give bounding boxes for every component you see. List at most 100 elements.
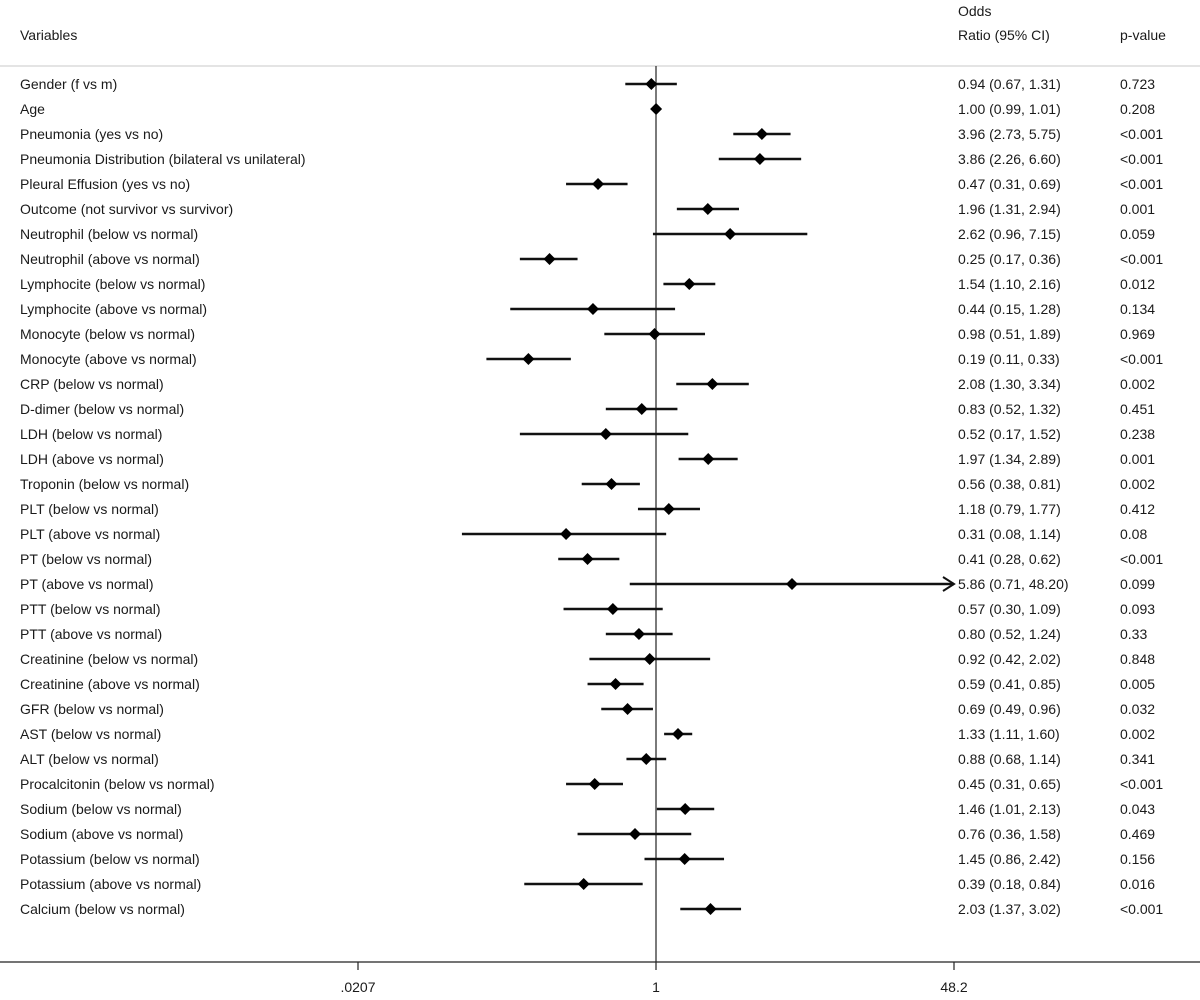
row-pvalue: <0.001 [1120, 551, 1163, 567]
row-or-ci: 0.52 (0.17, 1.52) [958, 426, 1061, 442]
row-pvalue: 0.208 [1120, 101, 1155, 117]
row-pvalue: 0.33 [1120, 626, 1147, 642]
row-or-ci: 1.33 (1.11, 1.60) [958, 726, 1060, 742]
or-point [628, 828, 641, 840]
row-or-ci: 1.96 (1.31, 2.94) [958, 201, 1061, 217]
row-label: Neutrophil (below vs normal) [20, 226, 198, 242]
row-pvalue: 0.002 [1120, 726, 1155, 742]
row-label: ALT (below vs normal) [20, 751, 159, 767]
row-label: Sodium (below vs normal) [20, 801, 182, 817]
row-pvalue: 0.099 [1120, 576, 1155, 592]
row-pvalue: <0.001 [1120, 776, 1163, 792]
row-or-ci: 0.45 (0.31, 0.65) [958, 776, 1061, 792]
row-pvalue: <0.001 [1120, 351, 1163, 367]
row-label: PLT (below vs normal) [20, 501, 159, 517]
x-tick-label-one: 1 [652, 979, 660, 995]
row-or-ci: 0.47 (0.31, 0.69) [958, 176, 1061, 192]
row-label: Troponin (below vs normal) [20, 476, 189, 492]
or-point [592, 178, 605, 190]
row-or-ci: 1.00 (0.99, 1.01) [958, 101, 1061, 117]
row-or-ci: 0.25 (0.17, 0.36) [958, 251, 1061, 267]
row-pvalue: 0.469 [1120, 826, 1155, 842]
or-point [581, 553, 594, 565]
row-label: Sodium (above vs normal) [20, 826, 183, 842]
row-pvalue: <0.001 [1120, 251, 1163, 267]
row-label: Potassium (above vs normal) [20, 876, 201, 892]
row-label: CRP (below vs normal) [20, 376, 164, 392]
row-or-ci: 0.94 (0.67, 1.31) [958, 76, 1061, 92]
row-label: PTT (above vs normal) [20, 626, 162, 642]
row-or-ci: 0.19 (0.11, 0.33) [958, 351, 1060, 367]
row-label: Monocyte (above vs normal) [20, 351, 197, 367]
row-label: Pleural Effusion (yes vs no) [20, 176, 190, 192]
row-pvalue: <0.001 [1120, 151, 1163, 167]
row-label: Calcium (below vs normal) [20, 901, 185, 917]
or-point [702, 453, 715, 465]
row-label: Outcome (not survivor vs survivor) [20, 201, 233, 217]
row-label: D-dimer (below vs normal) [20, 401, 184, 417]
row-label: Creatinine (above vs normal) [20, 676, 200, 692]
row-or-ci: 0.44 (0.15, 1.28) [958, 301, 1061, 317]
or-point [609, 678, 622, 690]
header-odds: Odds [958, 3, 991, 19]
row-or-ci: 0.69 (0.49, 0.96) [958, 701, 1061, 717]
or-point [635, 403, 648, 415]
or-point [606, 603, 619, 615]
row-pvalue: 0.093 [1120, 601, 1155, 617]
row-pvalue: <0.001 [1120, 126, 1163, 142]
row-pvalue: 0.341 [1120, 751, 1155, 767]
or-point [704, 903, 717, 915]
or-point [786, 578, 799, 590]
row-label: Lymphocite (above vs normal) [20, 301, 207, 317]
row-or-ci: 0.80 (0.52, 1.24) [958, 626, 1061, 642]
row-label: Age [20, 101, 45, 117]
row-or-ci: 1.45 (0.86, 2.42) [958, 851, 1061, 867]
or-point [706, 378, 719, 390]
header-variables: Variables [20, 27, 77, 43]
row-label: Creatinine (below vs normal) [20, 651, 198, 667]
row-pvalue: 0.002 [1120, 376, 1155, 392]
or-point [632, 628, 645, 640]
or-point [621, 703, 634, 715]
or-point [662, 503, 675, 515]
row-or-ci: 0.56 (0.38, 0.81) [958, 476, 1061, 492]
row-or-ci: 0.88 (0.68, 1.14) [958, 751, 1061, 767]
or-point [648, 328, 661, 340]
row-pvalue: 0.043 [1120, 801, 1155, 817]
row-pvalue: 0.059 [1120, 226, 1155, 242]
row-or-ci: 0.57 (0.30, 1.09) [958, 601, 1061, 617]
header-ratio-ci: Ratio (95% CI) [958, 27, 1050, 43]
or-point [640, 753, 653, 765]
row-or-ci: 2.62 (0.96, 7.15) [958, 226, 1061, 242]
row-label: LDH (below vs normal) [20, 426, 162, 442]
row-pvalue: 0.002 [1120, 476, 1155, 492]
row-label: PT (below vs normal) [20, 551, 152, 567]
row-label: Pneumonia Distribution (bilateral vs uni… [20, 151, 306, 167]
row-or-ci: 1.46 (1.01, 2.13) [958, 801, 1061, 817]
or-point [577, 878, 590, 890]
row-or-ci: 3.86 (2.26, 6.60) [958, 151, 1061, 167]
row-or-ci: 0.83 (0.52, 1.32) [958, 401, 1061, 417]
row-pvalue: 0.032 [1120, 701, 1155, 717]
row-label: GFR (below vs normal) [20, 701, 164, 717]
row-or-ci: 2.03 (1.37, 3.02) [958, 901, 1061, 917]
row-pvalue: 0.723 [1120, 76, 1155, 92]
row-pvalue: 0.08 [1120, 526, 1147, 542]
or-point [645, 78, 658, 90]
or-point [560, 528, 573, 540]
header-pvalue: p-value [1120, 27, 1166, 43]
row-or-ci: 0.92 (0.42, 2.02) [958, 651, 1061, 667]
row-label: PT (above vs normal) [20, 576, 154, 592]
or-point [678, 853, 691, 865]
row-label: PLT (above vs normal) [20, 526, 160, 542]
row-pvalue: 0.848 [1120, 651, 1155, 667]
row-label: Neutrophil (above vs normal) [20, 251, 200, 267]
ci-arrow [942, 576, 956, 592]
row-pvalue: 0.001 [1120, 451, 1155, 467]
or-point [701, 203, 714, 215]
row-label: Gender (f vs m) [20, 76, 117, 92]
row-or-ci: 5.86 (0.71, 48.20) [958, 576, 1069, 592]
or-point [753, 153, 766, 165]
or-point [679, 803, 692, 815]
row-pvalue: 0.134 [1120, 301, 1155, 317]
